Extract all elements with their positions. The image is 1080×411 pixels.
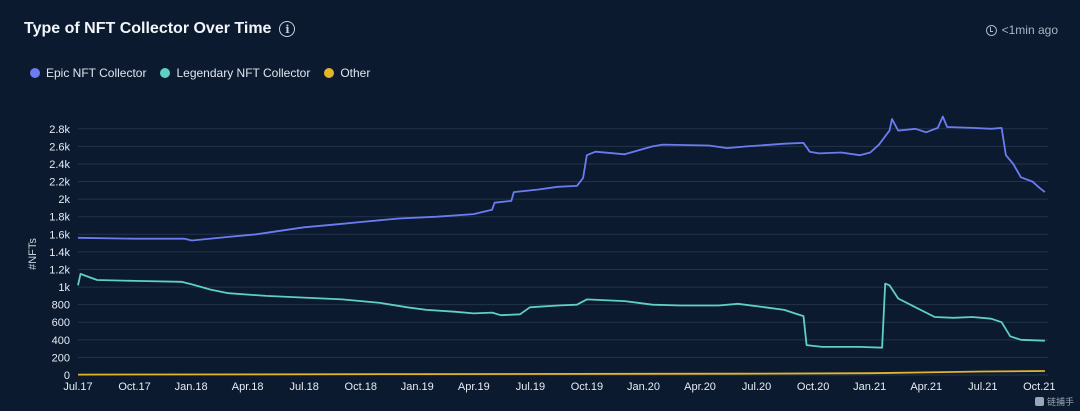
series-line-other[interactable] [77,370,1045,376]
legend-label-other: Other [340,66,371,80]
y-tick-label: 2.2k [49,177,70,189]
legend-label-epic: Epic NFT Collector [46,66,147,80]
x-tick-label: Apr.20 [684,381,716,393]
series-line-epic[interactable] [77,115,1046,242]
legend-item-other[interactable]: Other [324,66,370,80]
y-tick-label: 2k [58,194,70,206]
refresh-clock-icon[interactable] [985,24,997,36]
legend-item-epic[interactable]: Epic NFT Collector [30,66,146,80]
y-tick-label: 1.4k [49,247,70,259]
series-lines [77,115,1046,376]
x-tick-label: Apr.21 [910,381,942,393]
y-tick-label: 200 [52,352,70,364]
x-tick-label: Apr.19 [458,381,490,393]
x-tick-label: Jul.17 [63,381,92,393]
y-tick-label: 800 [52,300,70,312]
x-tick-label: Apr.18 [232,381,264,393]
y-tick-label: 2.4k [49,159,70,171]
x-tick-label: Oct.19 [571,381,603,393]
y-tick-label: 2.6k [49,141,70,153]
x-tick-label: Jul.18 [290,381,319,393]
grid-lines [78,128,1048,376]
legend-label-legendary: Legendary NFT Collector [176,66,311,80]
x-tick-label: Oct.21 [1023,381,1055,393]
x-tick-label: Jan.20 [627,381,660,393]
y-tick-label: 1.8k [49,212,70,224]
x-tick-label: Oct.17 [118,381,150,393]
legend-dot-epic [30,68,40,78]
x-tick-label: Jul.20 [742,381,771,393]
y-tick-label: 1k [58,282,70,294]
y-axis-ticks: 0 200 400 600 800 1k 1.2k 1.4k 1.6k 1.8k 2k 2.2k 2.4… [49,124,70,382]
x-tick-label: Jan.19 [401,381,434,393]
x-tick-label: Jan.21 [853,381,886,393]
last-updated-text: <1min ago [1001,23,1058,37]
y-tick-label: 1.2k [49,264,70,276]
y-axis-label: #NFTs [27,238,39,270]
info-icon[interactable]: i [279,21,296,37]
y-tick-label: 0 [64,370,70,382]
last-updated: <1min ago [985,23,1058,37]
x-tick-label: Jul.19 [516,381,545,393]
watermark-text: 链捕手 [1046,397,1074,407]
watermark: 链捕手 [1034,395,1074,408]
series-line-legendary[interactable] [77,273,1045,349]
y-tick-label: 2.8k [49,124,70,136]
x-tick-label: Oct.18 [345,381,377,393]
y-tick-label: 1.6k [49,229,70,241]
x-axis-ticks: Jul.17 Oct.17 Jan.18 Apr.18 Jul.18 Oct.18 Jan.… [63,381,1055,393]
chart-header: Type of NFT Collector Over Time i [24,20,296,38]
x-tick-label: Oct.20 [797,381,829,393]
y-tick-label: 600 [52,317,70,329]
legend-item-legendary[interactable]: Legendary NFT Collector [160,66,310,80]
chart-legend: Epic NFT Collector Legendary NFT Collect… [30,66,370,80]
legend-dot-legendary [160,68,171,78]
y-tick-label: 400 [52,335,70,347]
x-tick-label: Jan.18 [175,381,208,393]
watermark-logo-icon [1034,397,1044,406]
x-tick-label: Jul.21 [968,381,997,393]
legend-dot-other [324,68,335,78]
chart-title: Type of NFT Collector Over Time [24,20,272,37]
